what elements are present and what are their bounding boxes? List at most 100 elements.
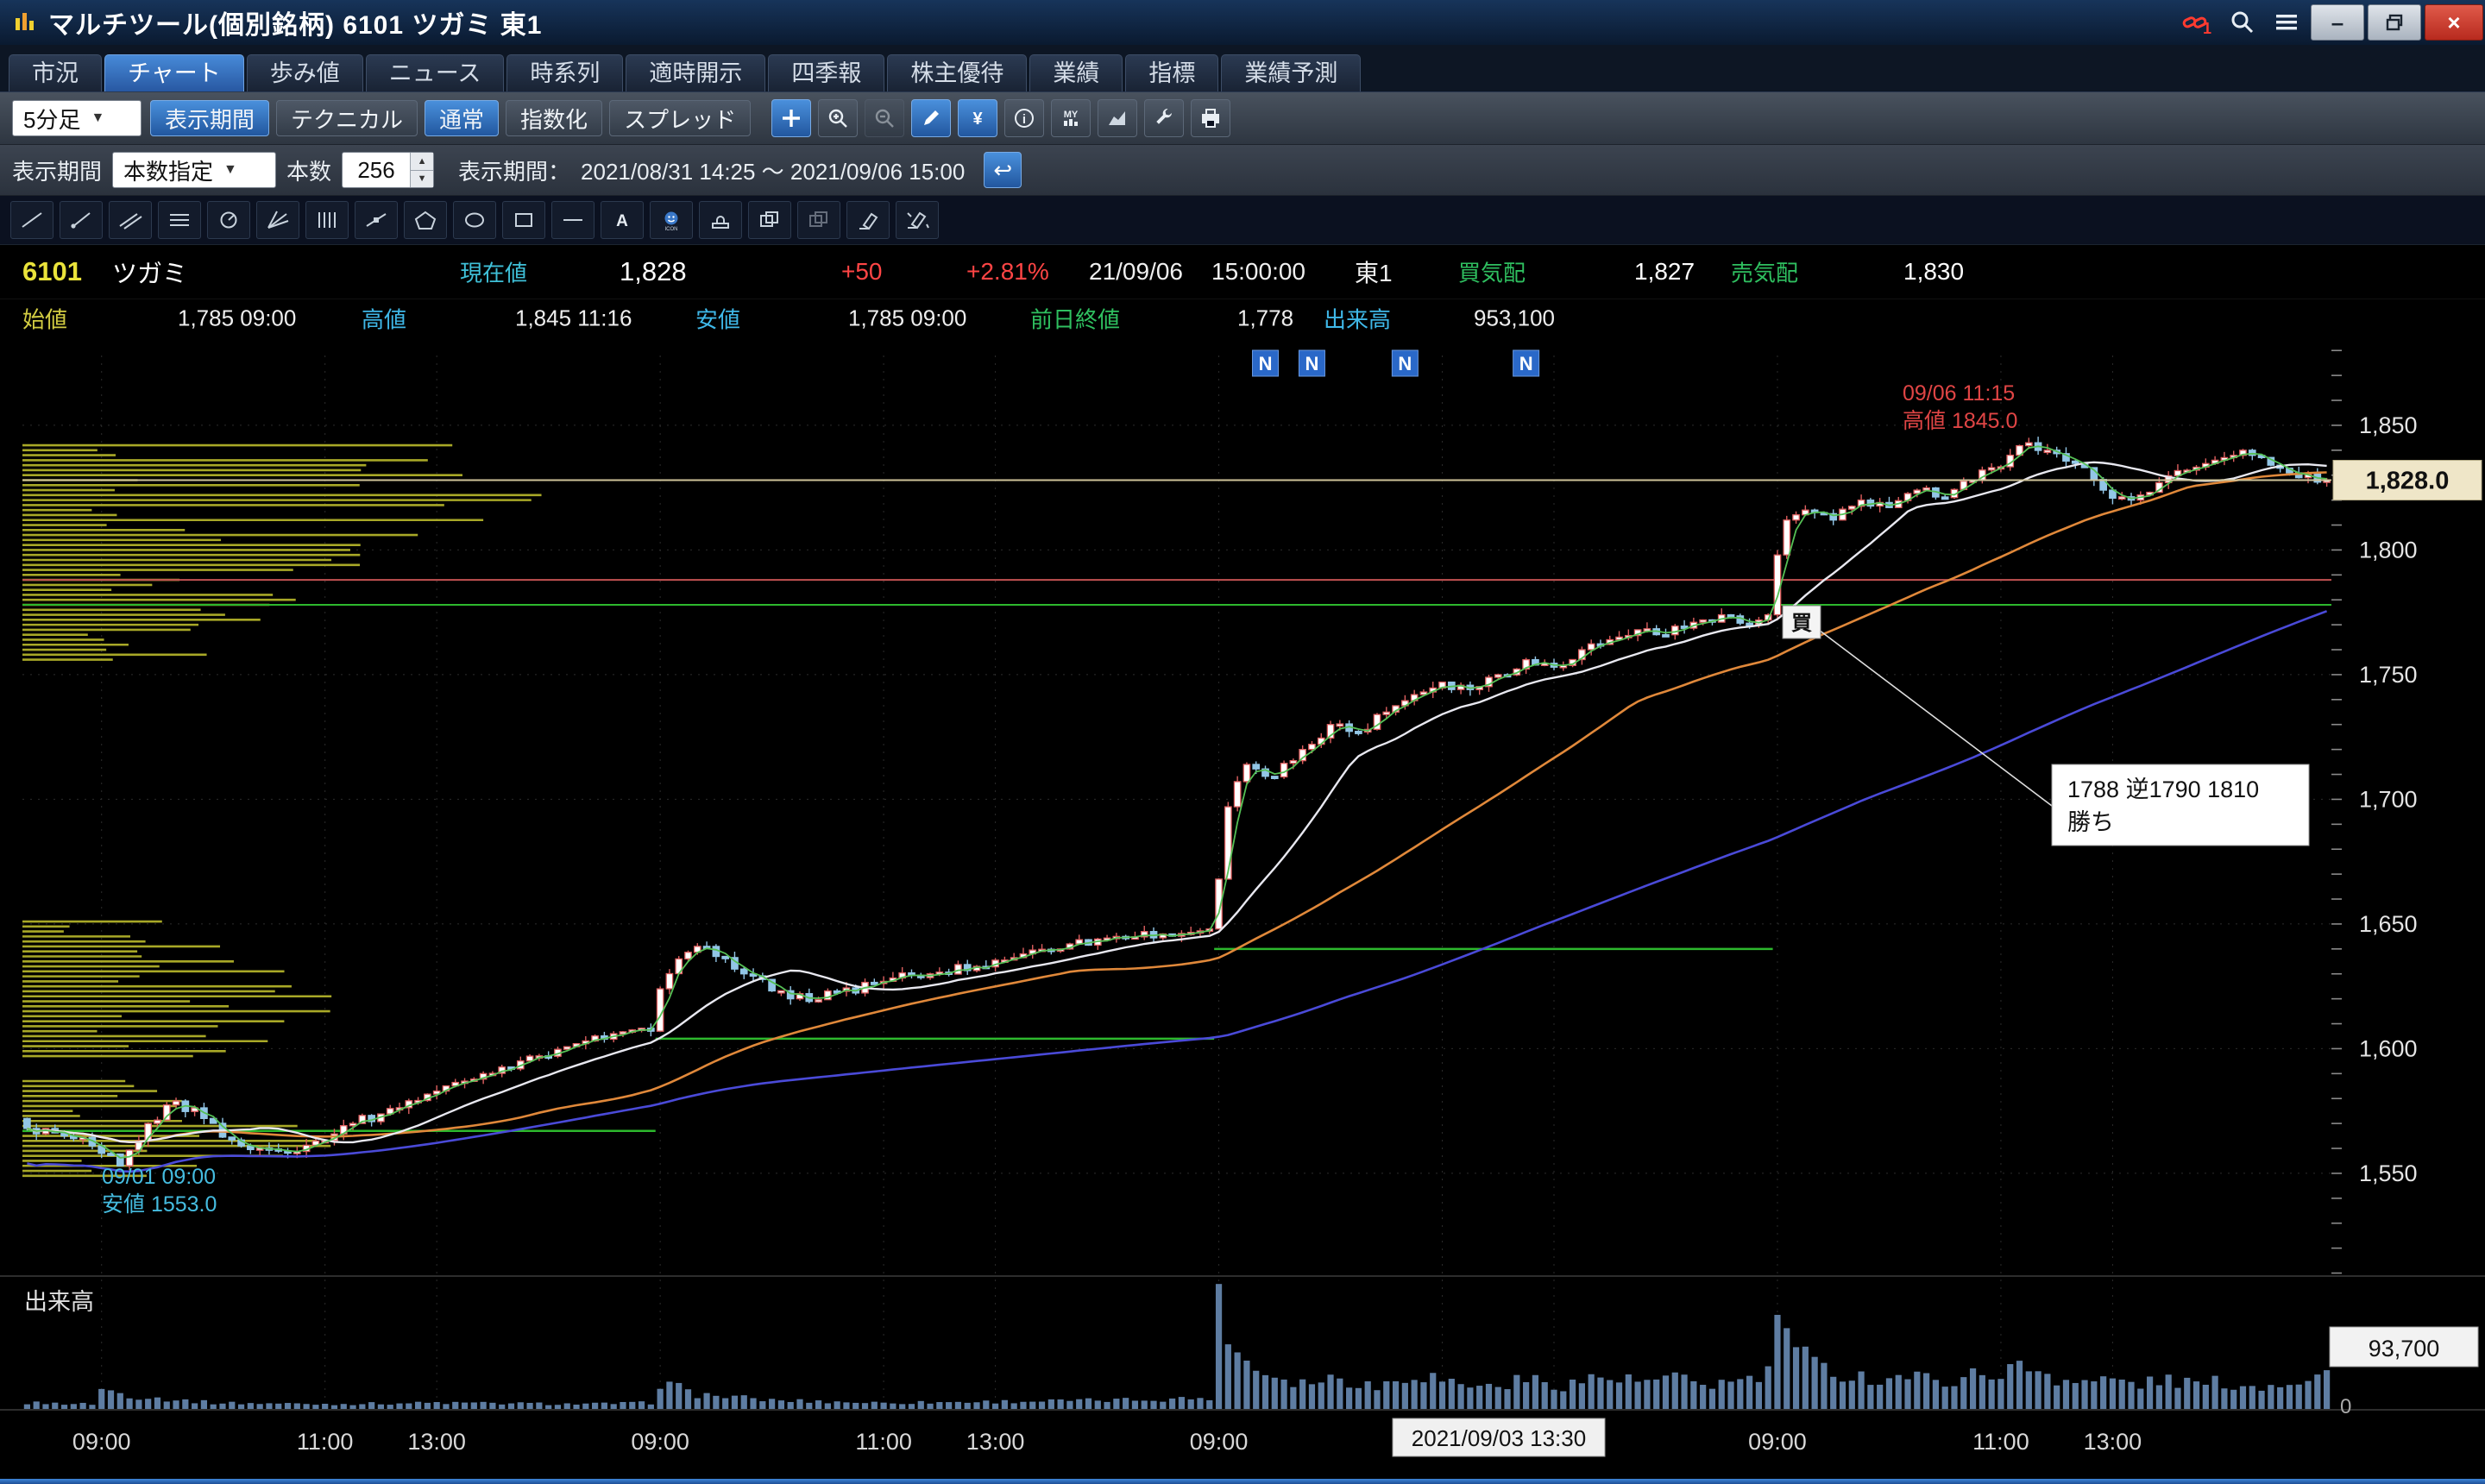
range-value: 2021/08/31 14:25 ～ 2021/09/06 15:00 (581, 158, 966, 185)
stamp-tool-icon[interactable] (699, 201, 742, 239)
svg-text:93,700: 93,700 (2369, 1336, 2440, 1361)
maximize-button[interactable] (2368, 4, 2421, 41)
tab-6[interactable]: 適時開示 (626, 54, 766, 91)
note-box[interactable] (2051, 764, 2310, 846)
x-axis-label: 13:00 (407, 1429, 466, 1455)
volume-bars (23, 1284, 2331, 1409)
tab-1[interactable]: 市況 (9, 54, 102, 91)
yen-icon[interactable]: ¥ (958, 99, 998, 137)
chevron-down-icon: ▼ (91, 110, 105, 125)
svg-text:1,828.0: 1,828.0 (2366, 468, 2450, 495)
toolbar-button-1[interactable]: 表示期間 (150, 100, 270, 136)
reset-range-button[interactable]: ↩ (984, 152, 1022, 188)
duplicate-tool-icon[interactable] (748, 201, 791, 239)
svg-text:0: 0 (2340, 1395, 2351, 1418)
eraser-all-tool-icon[interactable] (896, 201, 939, 239)
svg-text:N: N (1259, 353, 1273, 374)
news-marker[interactable] (1298, 349, 1325, 377)
close-button[interactable]: × (2425, 4, 2483, 41)
link-icon[interactable]: 1 (2174, 0, 2219, 45)
bar-count-stepper[interactable]: 256 ▲ ▼ (342, 152, 435, 188)
ask-label: 売気配 (1731, 260, 1799, 286)
count-label: 本数 (286, 158, 332, 185)
volume-profile (22, 443, 542, 1178)
info-icon[interactable]: i (1004, 99, 1045, 137)
low-value: 1,785 09:00 (848, 305, 967, 331)
high-annotation-price: 高値 1845.0 (1903, 409, 2017, 433)
parallel-lines-tool-icon[interactable] (109, 201, 152, 239)
rectangle-tool-icon[interactable] (502, 201, 545, 239)
duplicate-alt-tool-icon[interactable] (797, 201, 840, 239)
svg-text:¥: ¥ (973, 110, 984, 129)
toolbar-button-5[interactable]: スプレッド (609, 100, 752, 136)
icon-stamp-tool-icon[interactable]: ICON (650, 201, 693, 239)
tab-9[interactable]: 業績 (1029, 54, 1123, 91)
stepper-down-icon[interactable]: ▼ (411, 170, 434, 187)
pentagon-tool-icon[interactable] (404, 201, 447, 239)
current-price-value: 1,828 (620, 256, 687, 286)
news-marker[interactable] (1252, 349, 1280, 377)
prev-close-label: 前日終値 (1030, 306, 1121, 333)
ma-fast-line (27, 445, 2327, 1159)
ma-slow-line (27, 471, 2327, 1144)
tab-4[interactable]: ニュース (365, 54, 505, 91)
buy-marker[interactable] (1782, 605, 1821, 639)
toolbar-button-3[interactable]: 通常 (425, 100, 500, 136)
x-axis-label: 09:00 (1748, 1429, 1807, 1455)
svg-text:1,750: 1,750 (2359, 662, 2418, 688)
svg-text:1,800: 1,800 (2359, 537, 2418, 563)
svg-text:買: 買 (1791, 612, 1812, 635)
minimize-button[interactable]: – (2311, 4, 2364, 41)
zoom-out-icon[interactable] (865, 99, 905, 137)
vertical-lines-tool-icon[interactable] (305, 201, 349, 239)
news-marker[interactable] (1513, 349, 1540, 377)
quote-row-primary: 6101 ツガミ 現在値 1,828 +50 +2.81% 21/09/06 1… (0, 245, 2485, 299)
horizontal-grid-lines-tool-icon[interactable] (158, 201, 201, 239)
draw-pencil-icon[interactable] (911, 99, 952, 137)
eraser-tool-icon[interactable] (846, 201, 890, 239)
price-chart[interactable]: 1,850 1,800 1,750 1,700 1,650 1,600 1,550 出来高 1,… (0, 333, 2485, 1479)
tab-10[interactable]: 指標 (1125, 54, 1219, 91)
text-tool-icon[interactable]: A (601, 201, 644, 239)
news-marker[interactable] (1391, 349, 1419, 377)
interval-select[interactable]: 5分足 ▼ (12, 100, 142, 136)
note-line-1: 1788 逆1790 1810 (2067, 777, 2259, 802)
my-chart-icon[interactable]: MY (1051, 99, 1092, 137)
marker-line-tool-icon[interactable] (355, 201, 398, 239)
x-axis-label: 13:00 (2084, 1429, 2142, 1455)
crosshair-plus-icon[interactable] (771, 99, 812, 137)
tab-7[interactable]: 四季報 (768, 54, 885, 91)
svg-text:1,650: 1,650 (2359, 911, 2418, 937)
tab-2[interactable]: チャート (104, 54, 244, 91)
zoom-in-icon[interactable] (818, 99, 859, 137)
ray-line-tool-icon[interactable] (60, 201, 103, 239)
trend-line-tool-icon[interactable] (10, 201, 53, 239)
ellipse-tool-icon[interactable] (453, 201, 496, 239)
print-icon[interactable] (1191, 99, 1231, 137)
toolbar-button-2[interactable]: テクニカル (276, 100, 418, 136)
x-axis-label: 09:00 (1190, 1429, 1249, 1455)
link-badge: 1 (2202, 19, 2211, 37)
tab-5[interactable]: 時系列 (506, 54, 624, 91)
stepper-up-icon[interactable]: ▲ (411, 153, 434, 171)
volume-axis-value-tag (2329, 1326, 2479, 1368)
low-label: 安値 (695, 306, 741, 333)
bar-count-value: 256 (357, 156, 395, 183)
area-chart-icon[interactable] (1098, 99, 1138, 137)
tab-11[interactable]: 業績予測 (1221, 54, 1362, 91)
svg-text:1,550: 1,550 (2359, 1160, 2418, 1186)
tab-8[interactable]: 株主優待 (887, 54, 1028, 91)
x-axis-label: 09:00 (631, 1429, 689, 1455)
menu-icon[interactable] (2264, 0, 2309, 45)
fan-lines-tool-icon[interactable] (256, 201, 299, 239)
gauge-tool-icon[interactable] (207, 201, 250, 239)
toolbar-button-4[interactable]: 指数化 (506, 100, 603, 136)
chart-area: 1,850 1,800 1,750 1,700 1,650 1,600 1,550 出来高 1,… (0, 333, 2485, 1479)
search-icon[interactable] (2219, 0, 2264, 45)
settings-wrench-icon[interactable] (1144, 99, 1185, 137)
count-mode-select[interactable]: 本数指定 ▼ (112, 152, 277, 188)
horizontal-line-tool-icon[interactable] (551, 201, 595, 239)
main-tab-bar: 市況 チャート 歩み値 ニュース 時系列 適時開示 四季報 株主優待 業績 指標 業績予測 (0, 45, 2485, 92)
note-pointer-line (1804, 619, 2053, 807)
tab-3[interactable]: 歩み値 (246, 54, 363, 91)
